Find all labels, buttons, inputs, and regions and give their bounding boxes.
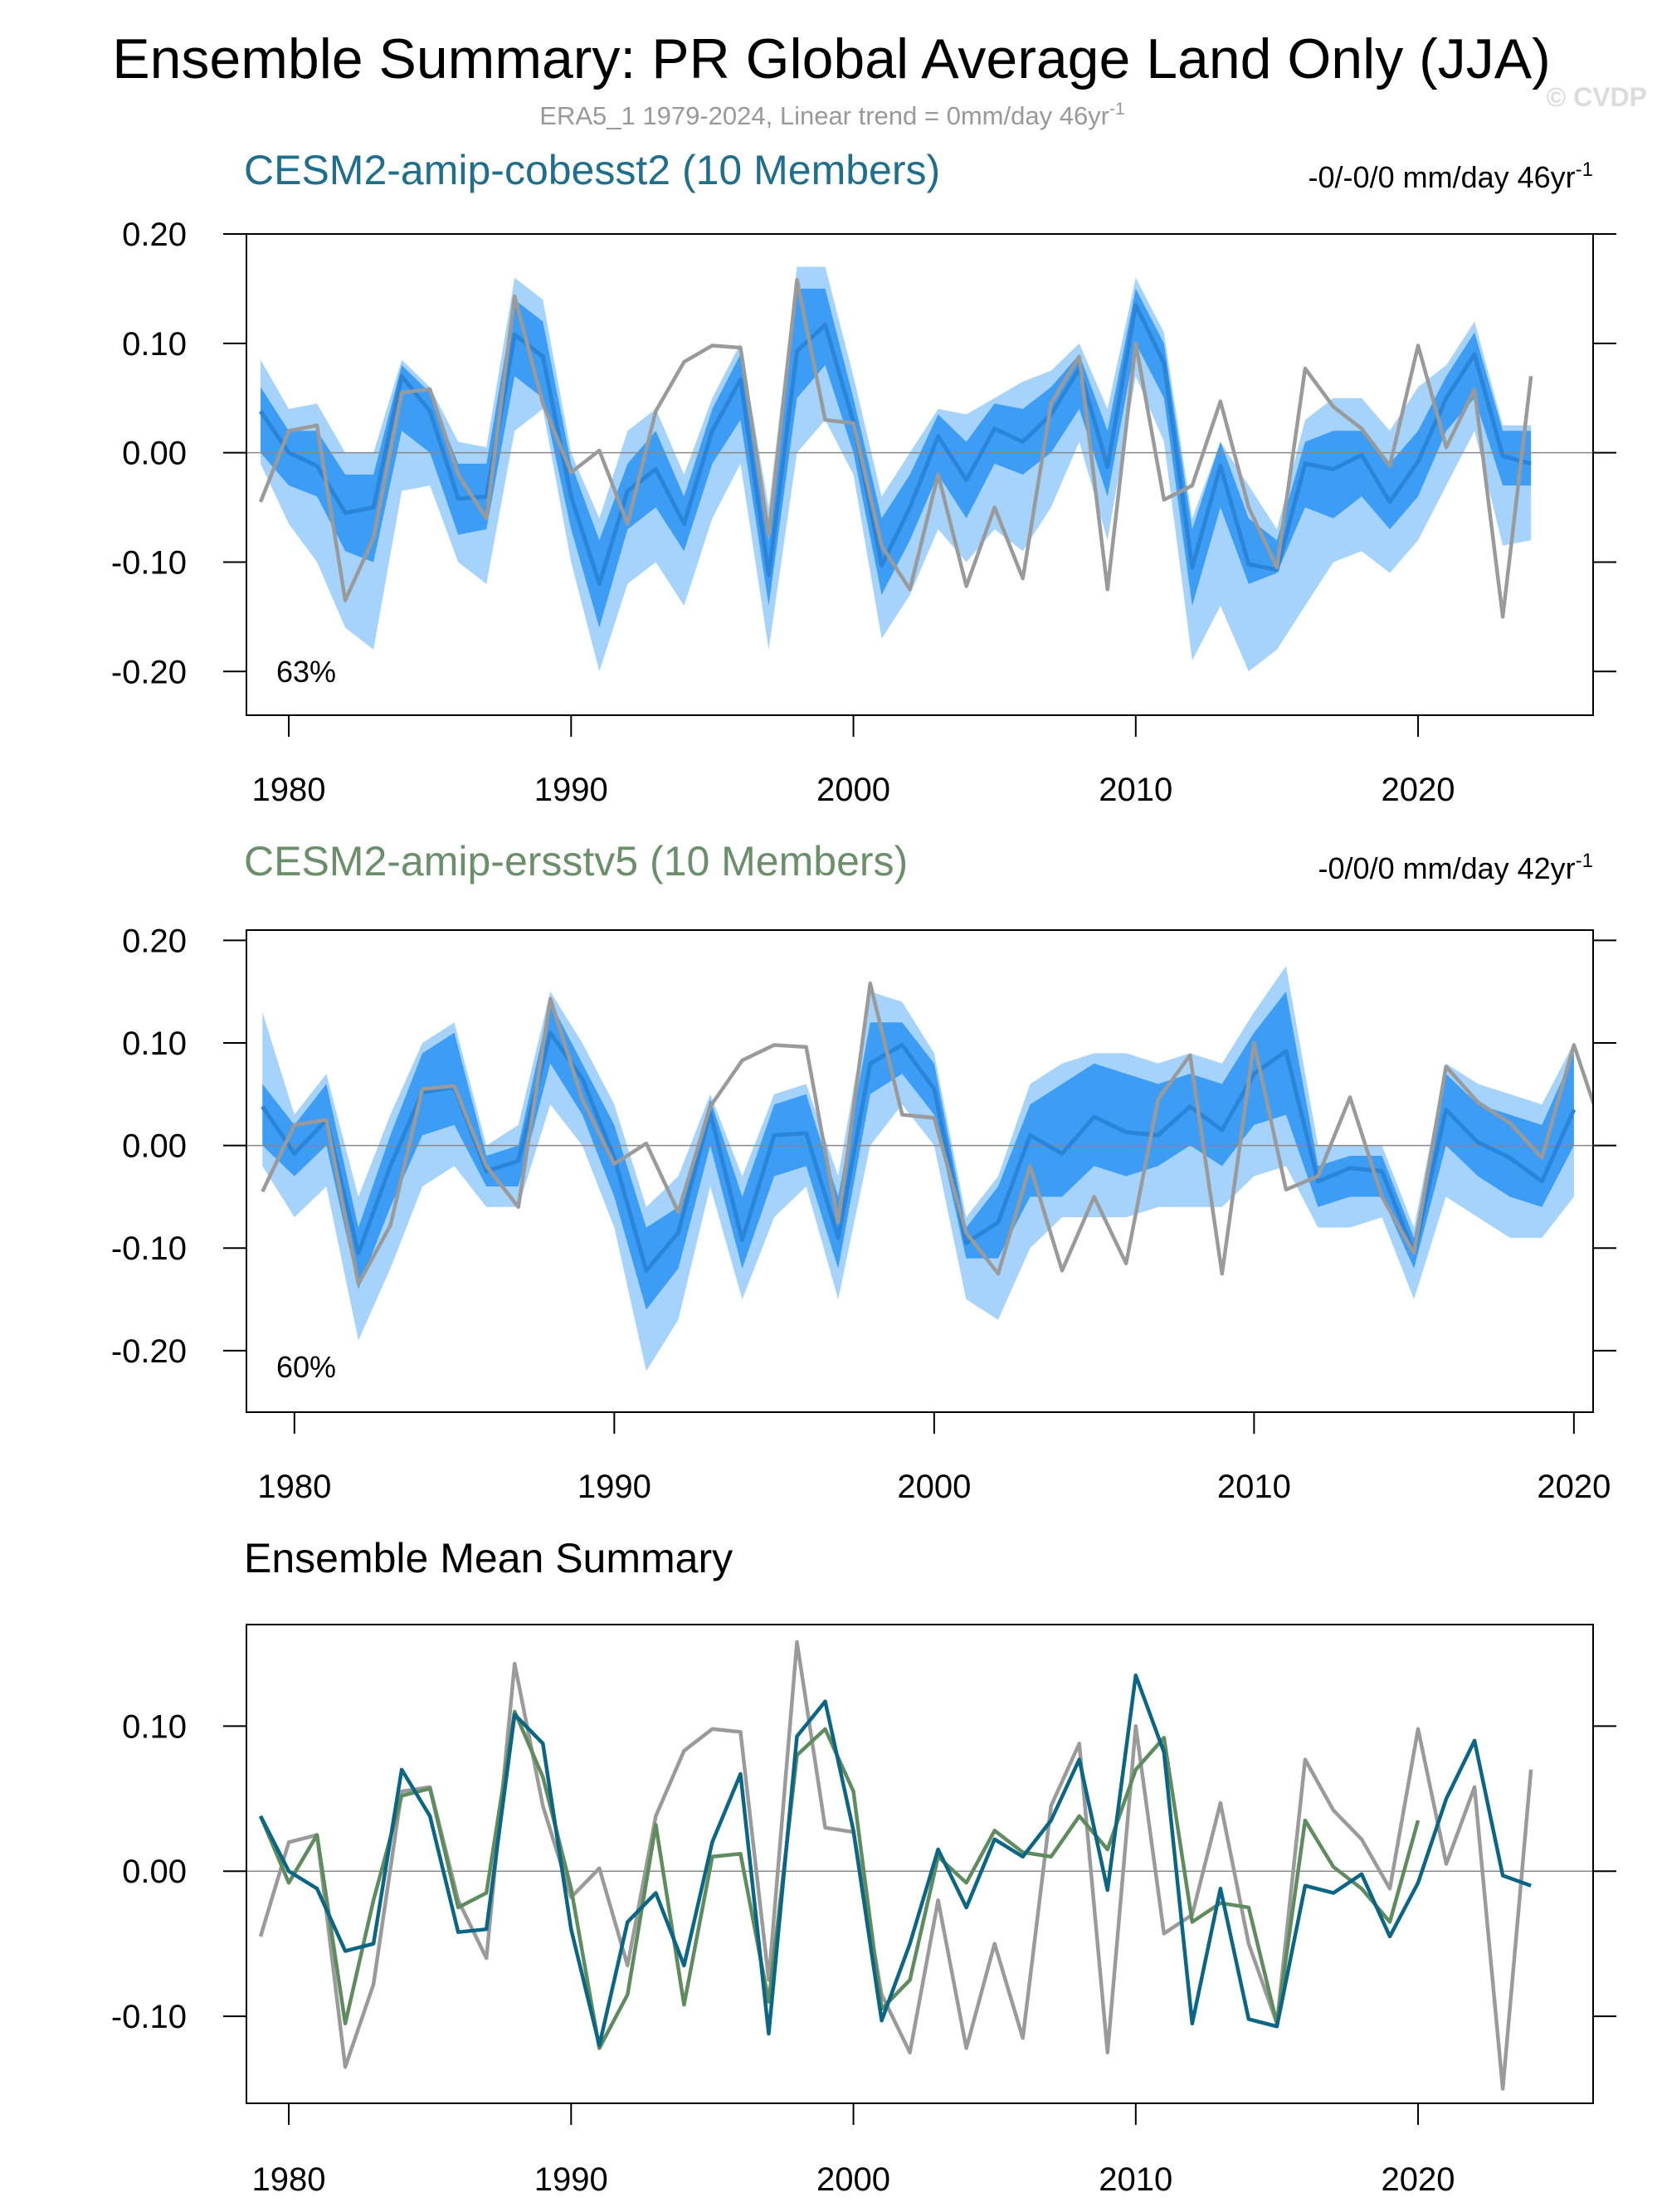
trend-label: -0/0/0 mm/day 42yr-1 [1318, 850, 1593, 885]
trend-text: -0/-0/0 mm/day 46yr [1309, 160, 1576, 194]
x-tick-label: 2000 [897, 1469, 971, 1505]
x-tick-label: 2020 [1382, 772, 1455, 808]
x-tick-label: 1980 [252, 772, 326, 808]
panel-title: CESM2-amip-ersstv5 (10 Members) [244, 838, 908, 884]
y-tick-label: 0.10 [122, 1708, 187, 1745]
plot-frame [246, 1624, 1594, 2104]
panel-title: CESM2-amip-cobesst2 (10 Members) [244, 147, 940, 193]
x-tick-label: 2010 [1099, 772, 1172, 808]
y-tick-label: 0.00 [122, 1854, 187, 1890]
series-line [258, 278, 1533, 619]
series-line [258, 1640, 1533, 2091]
credit: © CVDP [1547, 82, 1647, 112]
subtitle: ERA5_1 1979-2024, Linear trend = 0mm/day… [539, 100, 1124, 130]
plot-frame [246, 233, 1594, 716]
panel-title: Ensemble Mean Summary [244, 1535, 733, 1581]
page-title: Ensemble Summary: PR Global Average Land… [112, 27, 1551, 90]
x-tick-label: 1990 [534, 2161, 608, 2198]
x-tick-label: 1980 [252, 2161, 326, 2198]
series-line [261, 982, 1593, 1286]
x-tick-label: 1980 [257, 1469, 331, 1505]
y-tick-label: -0.10 [111, 544, 187, 581]
y-tick-label: 0.20 [122, 217, 187, 253]
x-tick-label: 1990 [578, 1469, 651, 1505]
series-line [259, 1673, 1532, 2048]
x-tick-label: 2000 [816, 772, 890, 808]
spread-band [262, 992, 1574, 1310]
plot-area [246, 1640, 1593, 2091]
y-tick-label: 0.00 [122, 436, 187, 472]
x-tick-label: 2010 [1099, 2161, 1172, 2198]
y-tick-label: -0.10 [111, 1230, 187, 1267]
y-tick-label: 0.00 [122, 1128, 187, 1165]
trend-sup: -1 [1576, 158, 1593, 181]
percent-label: 60% [276, 1350, 336, 1384]
x-tick-label: 2020 [1382, 2161, 1455, 2198]
trend-label: -0/-0/0 mm/day 46yr-1 [1309, 158, 1593, 194]
x-tick-label: 1990 [534, 772, 608, 808]
y-tick-label: 0.10 [122, 326, 187, 363]
y-tick-label: 0.10 [122, 1026, 187, 1062]
trend-text: -0/0/0 mm/day 42yr [1318, 851, 1576, 885]
y-tick-label: -0.20 [111, 1333, 187, 1370]
x-tick-label: 2000 [816, 2161, 890, 2198]
spread-band [261, 266, 1532, 672]
y-tick-label: -0.10 [111, 1999, 187, 2035]
spread-band [261, 288, 1532, 628]
subtitle-text: ERA5_1 1979-2024, Linear trend = 0mm/day… [539, 101, 1109, 130]
plot-frame [246, 929, 1594, 1413]
x-tick-label: 2010 [1217, 1469, 1291, 1505]
subtitle-sup: -1 [1109, 100, 1125, 119]
trend-sup: -1 [1576, 850, 1593, 872]
y-tick-label: -0.20 [111, 654, 187, 690]
x-tick-label: 2020 [1537, 1469, 1611, 1505]
percent-label: 63% [276, 655, 336, 689]
plot-area [246, 966, 1593, 1372]
y-tick-label: 0.20 [122, 923, 187, 959]
plot-area [246, 266, 1593, 672]
